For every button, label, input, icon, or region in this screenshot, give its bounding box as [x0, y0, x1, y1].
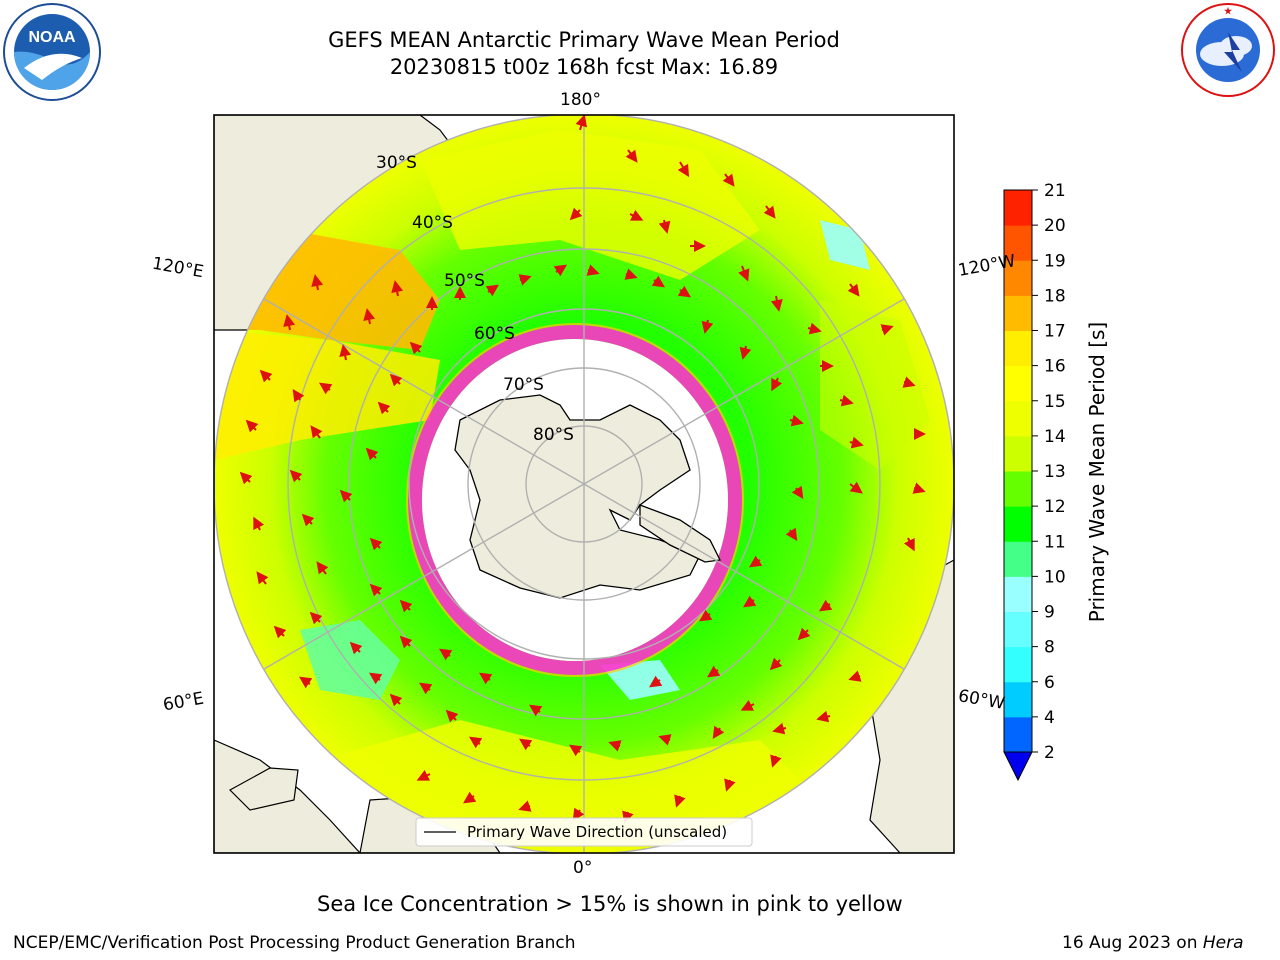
lon-label-180: 180°	[560, 90, 601, 110]
light-green-region-e	[820, 300, 930, 470]
colorbar-tick-label: 12	[1044, 497, 1066, 517]
lon-label-0: 0°	[573, 858, 593, 878]
colorbar-tick-label: 19	[1044, 251, 1066, 271]
colorbar-band	[1004, 611, 1032, 648]
colorbar-label: Primary Wave Mean Period [s]	[1085, 321, 1109, 623]
colorbar-band	[1004, 681, 1032, 718]
svg-text:NOAA: NOAA	[28, 29, 76, 46]
colorbar-band	[1004, 225, 1032, 261]
colorbar-band	[1004, 260, 1032, 296]
lat-label-40s: 40°S	[412, 213, 453, 233]
sea-ice-ring-edge	[406, 323, 744, 677]
sea-ice-ring	[408, 325, 742, 675]
colorbar-tick-label: 8	[1044, 638, 1055, 658]
colorbar-band	[1004, 541, 1032, 577]
colorbar-tick-label: 4	[1044, 708, 1055, 728]
colorbar-tick-label: 11	[1044, 532, 1066, 552]
colorbar-tick-label: 10	[1044, 567, 1066, 587]
lat-label-50s: 50°S	[444, 271, 485, 291]
nws-logo: ★	[1181, 3, 1275, 97]
lat-label-70s: 70°S	[503, 375, 544, 395]
footer-branch: NCEP/EMC/Verification Post Processing Pr…	[13, 933, 576, 953]
colorbar-tick-label: 21	[1044, 181, 1066, 201]
graticule	[214, 115, 954, 853]
colorbar-band	[1004, 365, 1032, 402]
yellow-region-n	[420, 130, 760, 280]
colorbar-band	[1004, 646, 1032, 683]
colorbar: 2 4 6 8 9 10 11 12 13 14 15 16 17 18 19 20 21	[1003, 181, 1066, 782]
colorbar-tick-label: 14	[1044, 427, 1066, 447]
footer-date: 16 Aug 2023 on Hera	[1062, 933, 1244, 953]
chart-subtitle: 20230815 t00z 168h fcst Max: 16.89	[389, 55, 779, 79]
colorbar-band	[1004, 471, 1032, 507]
colorbar-tick-label: 6	[1044, 673, 1055, 693]
colorbar-band	[1004, 295, 1032, 331]
colorbar-tick-label: 18	[1044, 286, 1066, 306]
noaa-logo: NOAA	[3, 3, 101, 101]
madagascar-land	[229, 767, 299, 811]
colorbar-band	[1004, 506, 1032, 542]
colorbar-band	[1004, 716, 1032, 753]
colorbar-tick-label: 2	[1044, 743, 1055, 763]
map-legend	[415, 817, 753, 847]
colorbar-tick-label: 20	[1044, 216, 1066, 236]
colorbar-band	[1004, 190, 1032, 226]
colorbar-band	[1004, 400, 1032, 437]
colorbar-tick-label: 16	[1044, 357, 1066, 377]
legend-label: Primary Wave Direction (unscaled)	[467, 823, 728, 841]
antarctic-peninsula-land	[639, 504, 721, 563]
colorbar-tick-label: 9	[1044, 603, 1055, 623]
chart-title: GEFS MEAN Antarctic Primary Wave Mean Pe…	[328, 28, 840, 52]
lat-label-60s: 60°S	[474, 324, 515, 344]
colorbar-tick-label: 13	[1044, 462, 1066, 482]
svg-text:★: ★	[1224, 6, 1233, 16]
sea-ice-note: Sea Ice Concentration > 15% is shown in …	[317, 892, 903, 916]
colorbar-extend-triangle	[1003, 751, 1033, 782]
lat-label-30s: 30°S	[376, 153, 417, 173]
lat-label-80s: 80°S	[533, 425, 574, 445]
colorbar-band	[1004, 330, 1032, 367]
footer-host: Hera	[1202, 933, 1244, 953]
colorbar-tick-label: 15	[1044, 392, 1066, 412]
wave-direction-arrows	[239, 115, 926, 824]
antarctica-land	[454, 394, 701, 599]
colorbar-tick-label: 17	[1044, 322, 1066, 342]
colorbar-band	[1004, 435, 1032, 472]
colorbar-band	[1004, 576, 1032, 612]
